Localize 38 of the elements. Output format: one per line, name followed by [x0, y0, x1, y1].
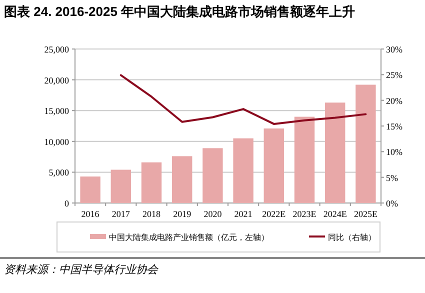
- y2-tick-label: 0%: [386, 198, 398, 208]
- bar: [264, 128, 284, 203]
- y2-tick-label: 10%: [386, 147, 403, 158]
- y-tick-label: 20,000: [44, 75, 70, 86]
- x-tick-label: 2016: [81, 209, 100, 219]
- bar: [141, 162, 162, 203]
- y-tick-label: 25,000: [44, 44, 70, 54]
- x-tick-label: 2023E: [292, 209, 317, 219]
- bar: [233, 138, 254, 203]
- x-tick-label: 2021: [234, 209, 252, 219]
- y-tick-label: 5,000: [48, 168, 70, 178]
- y2-tick-label: 25%: [386, 70, 403, 80]
- x-tick-label: 2020: [204, 209, 222, 219]
- bar: [202, 148, 223, 203]
- x-tick-label: 2022E: [262, 209, 286, 219]
- x-tick-label: 2017: [112, 209, 130, 219]
- bar: [172, 156, 192, 203]
- chart-title: 图表 24. 2016-2025 年中国大陆集成电路市场销售额逐年上升: [4, 4, 356, 19]
- x-tick-label: 2019: [173, 209, 192, 219]
- y2-tick-label: 30%: [386, 44, 403, 54]
- bar: [80, 176, 100, 203]
- bar: [356, 84, 376, 203]
- text: 资料来源：中国半导体行业协会: [4, 263, 159, 276]
- y-tick-label: 0: [64, 198, 70, 208]
- y2-tick-label: 15%: [386, 122, 403, 132]
- x-tick-label: 2025E: [354, 209, 378, 219]
- y-tick-label: 15,000: [44, 106, 70, 116]
- legend-label: 同比（右轴）: [328, 233, 376, 242]
- bar: [294, 116, 315, 203]
- line-series: [120, 74, 367, 125]
- legend-label: 中国大陆集成电路产业销售额（亿元，左轴）: [109, 233, 269, 242]
- bar: [325, 102, 346, 203]
- y2-tick-label: 20%: [386, 96, 403, 106]
- y-tick-label: 10,000: [44, 136, 70, 147]
- x-tick-label: 2024E: [323, 209, 348, 219]
- bar: [110, 170, 131, 203]
- y2-tick-label: 5%: [386, 172, 398, 183]
- x-tick-label: 2018: [142, 209, 161, 219]
